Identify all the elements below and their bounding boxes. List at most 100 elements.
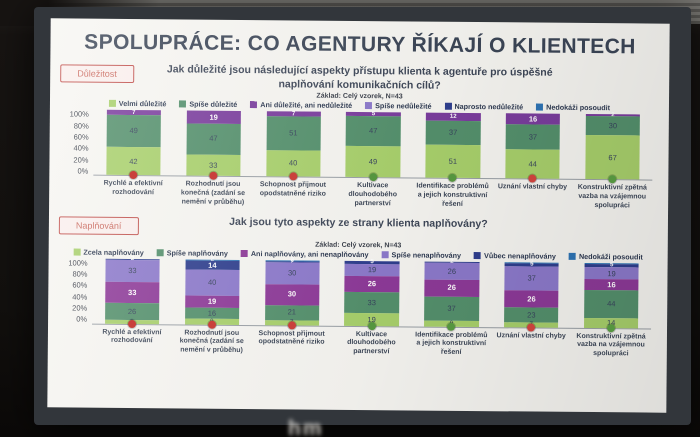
legend-label: Spíše naplňovány [166,247,228,258]
x-axis-label: Kultivace dlouhodobého partnerství [348,182,398,208]
x-axis-category: Rozhodnutí jsou konečná (zadání se neměn… [173,171,253,208]
legend-label: Vůbec nenaplňovány [484,250,557,261]
bar-segment: 37 [505,124,561,150]
bar-segment: 30 [585,115,641,136]
bar-segment: 33 [105,281,160,304]
segment-value-label: 30 [287,289,297,299]
legend-item: Nedokáži posoudit [536,102,611,113]
plot-wrap: 100%80%60%40%20%0% 526333329161940142721… [54,256,662,330]
x-axis-label: Rozhodnutí jsou konečná (zadání se neměn… [179,329,244,355]
bar-segment: 44 [584,289,639,319]
bar-segment: 47 [186,123,241,155]
segment-value-label: 21 [287,307,297,317]
x-axis-label: Konstruktivní zpětná vazba na vzájemnou … [576,332,646,358]
x-axis-category: Rozhodnutí jsou konečná (zadání se neměn… [172,320,252,356]
segment-value-label: 67 [608,152,617,162]
y-axis-tick-label: 20% [73,155,89,165]
y-axis-tick-label: 100% [69,109,89,119]
x-axis-category: Schopnost přijmout opodstatněné riziko [251,320,331,357]
x-axis-label: Schopnost přijmout opodstatněné riziko [258,329,325,346]
bar-slot: 723263752 [491,260,571,328]
segment-value-label: 26 [447,283,456,293]
y-axis-tick-label: 0% [76,315,88,325]
section-header: Důležitost Jak důležité jsou následující… [56,62,663,95]
segment-value-label: 16 [207,308,217,318]
bar-segment: 49 [106,114,161,148]
x-axis-category: Uznání vlastní chyby [492,174,572,210]
plot-wrap: 100% 80% 60% 40% 20% 0% 42 49 7 33 47 19 40 51 7 49 47 5… [55,110,663,181]
x-axis-label: Identifikace problémů a jejich konstrukt… [415,331,488,356]
status-dot-red [287,320,296,329]
legend-swatch-icon [444,103,452,111]
bar-slot: 67302 [572,112,652,180]
segment-value-label: 49 [368,156,378,166]
slide-title: SPOLUPRÁCE: CO AGENTURY ŘÍKAJÍ O KLIENTE… [84,30,636,59]
bar-segment: 23 [504,307,559,323]
legend-swatch-icon [108,100,116,108]
segment-value-label: 30 [608,120,618,130]
bar-segment: 26 [424,262,480,280]
bar-segment: 16 [584,279,639,291]
legend-item: Velmi důležité [108,99,166,109]
status-dot-green [367,321,376,330]
x-axis-label: Identifikace problémů a jejich konstrukt… [416,182,489,208]
fulfillment-chart: Základ: Celý vzorek, N=43 Zcela naplňová… [54,239,662,360]
fulfillment-section: Naplňování Jak jsou tyto aspekty ze stra… [54,214,662,360]
segment-value-label: 16 [607,280,616,290]
legend-swatch-icon [568,252,576,260]
status-dot-red [127,319,137,328]
legend-item: Nedokáži posoudit [568,251,643,261]
importance-section: Důležitost Jak důležité jsou následující… [55,62,663,211]
x-axis-category: Kultivace dlouhodobého partnerství [333,173,413,209]
segment-value-label: 19 [207,297,217,307]
legend-swatch-icon [156,248,164,256]
bar-slot: 19 33 26 19 5 [332,259,412,326]
x-axis-category: Identifikace problémů a jejich konstrukt… [411,322,491,358]
bar-slot: 33 47 19 [173,110,253,177]
stacked-bar: 42 49 7 [106,110,161,176]
legend-item: Spíše nedůležité [365,101,432,111]
bar-segment: 30 [264,262,320,285]
bar-segment: 47 [345,115,401,147]
segment-value-label: 47 [209,134,218,144]
y-axis: 100% 80% 60% 40% 20% 0% [56,258,93,324]
bar-segment: 33 [344,292,399,314]
segment-value-label: 40 [207,277,217,287]
x-axis-labels: Rychlé a efektivní rozhodování Rozhodnutí… [93,171,652,211]
importance-question: Jak důležité jsou následující aspekty př… [166,63,553,92]
bar-segment: 30 [264,283,320,306]
bar-segment: 19 [584,267,639,280]
plot-area: 5263333291619401427213030221933261959372… [92,256,652,330]
legend-label: Spíše nedůležité [375,101,432,111]
x-axis-label: Uznání vlastní chyby [497,183,568,192]
bar-segment: 26 [424,279,479,297]
legend-swatch-icon [179,100,187,108]
bar-segment: 19 [184,295,240,309]
x-axis-label: Schopnost přijmout opodstatněné riziko [259,181,326,198]
legend-label: Nedokáži posoudit [546,102,611,113]
bar-segment: 21 [264,304,320,321]
plot-area: 42497334719405174947551371244371667302 [93,110,653,181]
stacked-bar: 723263752 [504,260,559,328]
bar-segment: 14 [185,260,240,270]
x-axis-category: Uznání vlastní chyby [491,323,571,359]
legend-swatch-icon [474,251,482,259]
x-axis-label: Uznání vlastní chyby [496,331,566,340]
bar-segment: 26 [344,275,400,293]
status-dot-green [607,323,616,332]
status-dot-red [209,171,218,181]
y-axis-tick-label: 0% [77,166,89,176]
stacked-bar: 93726262 [424,259,480,327]
bar-segment: 16 [505,113,561,125]
segment-value-label: 14 [208,260,217,270]
segment-value-label: 51 [448,156,458,166]
legend-item: Vůbec nenaplňovány [474,250,557,261]
segment-value-label: 33 [128,265,137,276]
y-axis-tick-label: 40% [73,143,89,154]
bar-segment: 19 [186,110,241,124]
legend-label: Naprosto nedůležité [454,102,524,112]
legend-label: Zcela naplňovány [83,247,144,257]
segment-value-label: 40 [288,158,298,168]
stacked-bar: 51 37 12 [425,112,481,179]
y-axis-tick-label: 60% [72,280,88,290]
